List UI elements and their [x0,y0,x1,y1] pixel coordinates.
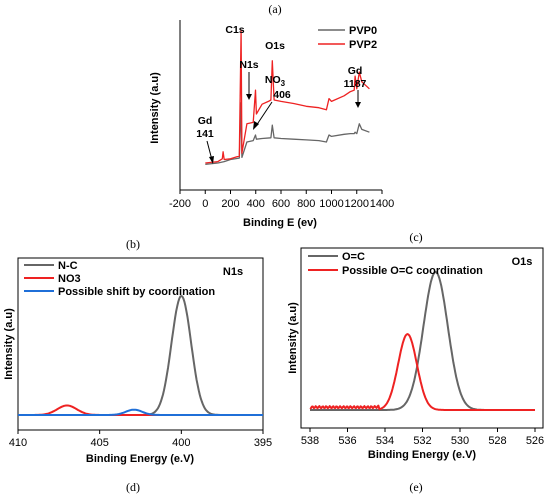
arrowhead-n1s [246,94,252,100]
o1s-lines [309,271,536,411]
o1s-tick-label-530: 530 [451,435,469,447]
panel-label-e: (e) [409,480,422,494]
legend-label-shift: Possible shift by coordination [58,286,215,298]
panel-label-a: (a) [268,2,281,16]
legend-label-pvp0: PVP0 [349,25,377,37]
o1s-tick-label-526: 526 [526,435,544,447]
n1s-tick-label-405: 405 [90,437,108,449]
arrowhead-gd-141 [209,156,214,164]
n1s-title: N1s [223,266,243,278]
n1s-tick-label-395: 395 [254,437,272,449]
n1s-tick-label-410: 410 [9,437,27,449]
panel-label-b: (b) [126,237,140,251]
series-line-possible-shift-by-coordination [18,408,263,416]
survey-tick-label-800: 800 [297,198,315,210]
annotation-no3: NO3 [265,74,286,88]
o1s-title: O1s [512,256,533,268]
n1s-tick-label-400: 400 [172,437,190,449]
survey-tick-label-0: 0 [202,198,208,210]
annotation-gd-141-value: 141 [196,128,214,140]
n1s-x-label: Binding Energy (e.V) [86,453,195,465]
series-line-possible-o-c-coordination [309,333,536,411]
panel-label-c: (c) [409,230,422,244]
n1s-x-ticks: 410 405 400 395 [9,430,272,449]
annotation-o1s: O1s [265,40,285,52]
legend-label-no3: NO3 [58,273,81,285]
o1s-x-ticks: 538 536 534 532 530 528 526 [301,428,544,447]
o1s-tick-label-532: 532 [413,435,431,447]
o1s-tick-label-534: 534 [376,435,394,447]
annotation-gd-141: Gd [198,115,213,127]
o1s-tick-label-536: 536 [338,435,356,447]
o1s-y-label: Intensity (a.u) [287,302,299,374]
survey-tick-label-1200: 1200 [345,198,369,210]
survey-tick-label-1400: 1400 [370,198,394,210]
legend-label-o-c: O=C [342,251,365,263]
arrowhead-no3 [253,121,259,130]
n1s-frame [17,257,264,431]
series-line-n-c [18,295,263,416]
survey-tick-label-600: 600 [272,198,290,210]
legend-label-o-c-coord: Possible O=C coordination [342,265,483,277]
annotation-n1s: N1s [239,59,258,71]
survey-legend: PVP0 PVP2 [318,25,377,51]
survey-tick-label-200: 200 [221,198,239,210]
survey-chart: -200 0 200 400 600 800 1000 1200 1400 Binding E … [149,20,394,229]
series-line-pvp0 [205,102,370,166]
o1s-tick-label-538: 538 [301,435,319,447]
n1s-lines [18,295,263,416]
annotation-gd-1187: Gd [348,65,363,77]
o1s-legend: O=C Possible O=C coordination [308,251,483,277]
n1s-chart: 410 405 400 395 Binding Energy (e.V) Intens… [3,257,272,465]
o1s-chart: 538 536 534 532 530 528 526 Binding Energy (e.… [287,247,544,461]
survey-tick-label-400: 400 [247,198,265,210]
o1s-x-label: Binding Energy (e.V) [368,449,477,461]
survey-x-label: Binding E (ev) [243,217,317,229]
survey-lines [205,29,370,166]
annotation-gd-1187-value: 1187 [344,78,367,90]
legend-label-pvp2: PVP2 [349,39,377,51]
arrow-no3 [255,101,273,127]
annotation-c1s: C1s [225,24,244,36]
legend-label-n-c: N-C [58,260,78,272]
series-line-pvp2 [205,29,370,164]
panel-label-d: (d) [126,480,140,494]
survey-tick-label-1000: 1000 [319,198,343,210]
annotation-no3-value: 406 [273,89,291,101]
o1s-tick-label-528: 528 [488,435,506,447]
arrowhead-gd-1187 [355,102,361,108]
survey-x-ticks: -200 0 200 400 600 800 1000 1200 1400 [169,190,394,210]
survey-y-label: Intensity (a.u) [149,72,161,144]
n1s-y-label: Intensity (a.u) [3,308,15,380]
survey-tick-label-200: -200 [169,198,191,210]
n1s-legend: N-C NO3 Possible shift by coordination [24,260,215,298]
